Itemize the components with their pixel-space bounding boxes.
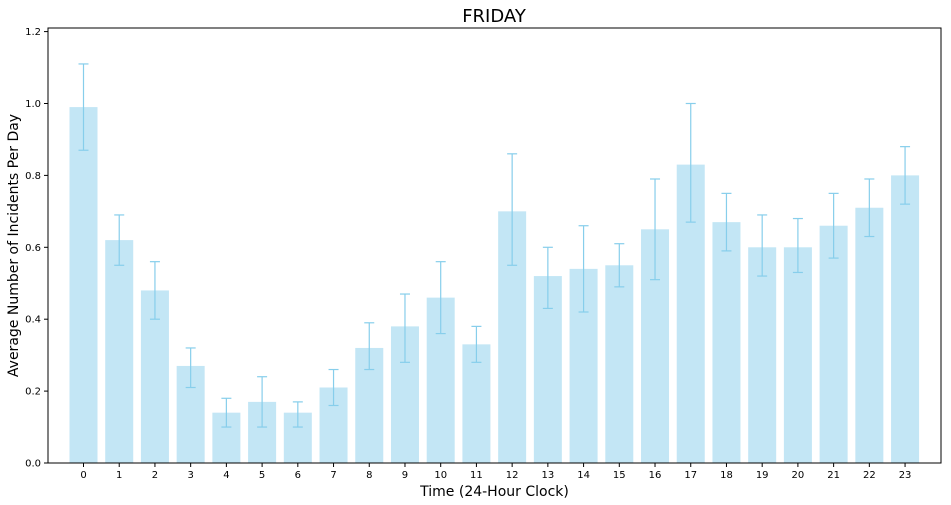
bar-hour-19 [748,247,777,463]
y-tick-label: 0.0 [25,459,41,470]
y-tick-label: 0.2 [25,387,41,398]
x-tick-label: 5 [259,470,265,481]
x-tick-label: 6 [295,470,301,481]
x-tick-label: 15 [613,470,626,481]
error-bar-hour-21 [828,192,839,259]
x-tick-label: 3 [187,470,193,481]
x-tick-label: 17 [684,470,697,481]
y-tick-label: 0.4 [25,315,41,326]
x-tick-label: 8 [366,470,372,481]
error-bar-hour-14 [578,225,589,313]
error-bar-hour-19 [757,214,768,277]
y-axis-title: Average Number of Incidents Per Day [6,114,22,377]
x-tick-label: 19 [756,470,769,481]
error-bar-hour-15 [614,243,625,288]
x-tick-label: 0 [80,470,86,481]
y-tick-label: 1.0 [25,99,41,110]
y-tick-label: 0.8 [25,171,41,182]
x-tick-label: 20 [792,470,805,481]
x-tick-label: 12 [506,470,519,481]
x-tick-label: 16 [649,470,662,481]
error-bar-hour-22 [864,178,875,238]
x-axis: 0 1 2 3 4 5 6 7 8 9 10 11 12 13 14 15 16 17 18 19 20 21 22 23 [80,463,911,481]
error-bar-hour-23 [900,146,911,205]
bar-hour-18 [712,222,741,463]
bar-hour-0 [69,107,98,463]
error-bar-hour-20 [792,217,803,274]
chart-title: FRIDAY [462,6,527,27]
error-bar-hour-6 [292,401,303,428]
x-tick-label: 4 [223,470,229,481]
y-axis: 0.0 0.2 0.4 0.6 0.8 1.0 1.2 [25,27,48,470]
bar-hour-22 [855,207,884,463]
x-tick-label: 9 [402,470,408,481]
error-bar-hour-9 [399,293,410,363]
x-tick-label: 7 [330,470,336,481]
x-axis-title: Time (24-Hour Clock) [419,484,569,500]
x-tick-label: 10 [434,470,447,481]
x-tick-label: 21 [827,470,840,481]
error-bar-hour-8 [364,322,375,371]
bar-hour-21 [819,225,848,463]
error-bar-hour-4 [221,397,232,428]
error-bar-hour-1 [114,214,125,266]
error-bar-hour-11 [471,325,482,363]
x-tick-label: 2 [152,470,158,481]
x-tick-label: 22 [863,470,876,481]
error-bar-hour-18 [721,192,732,252]
error-bar-hour-16 [650,178,661,281]
error-bar-hour-12 [507,153,518,266]
error-bar-hour-13 [542,246,553,310]
plot-frame [47,27,942,464]
error-bar-hour-0 [78,63,89,151]
y-tick-label: 0.6 [25,243,41,254]
error-bar-hour-7 [328,368,339,407]
error-bar-hour-10 [435,261,446,335]
error-bar-hour-3 [185,347,196,389]
x-tick-label: 11 [470,470,483,481]
bar-hour-23 [891,175,920,463]
bar-hour-11 [462,344,491,463]
bar-hour-1 [105,240,134,463]
x-tick-label: 18 [720,470,733,481]
error-bar-hour-5 [257,376,268,428]
y-tick-label: 1.2 [25,27,41,38]
x-tick-label: 1 [116,470,122,481]
error-bar-hour-2 [149,261,160,320]
error-bar-hour-17 [685,102,696,223]
bars-layer [69,107,920,463]
x-tick-label: 23 [899,470,912,481]
x-tick-label: 13 [541,470,554,481]
bar-hour-15 [605,265,634,463]
bar-hour-20 [783,247,812,463]
x-tick-label: 14 [577,470,590,481]
error-bars-layer [78,63,911,428]
